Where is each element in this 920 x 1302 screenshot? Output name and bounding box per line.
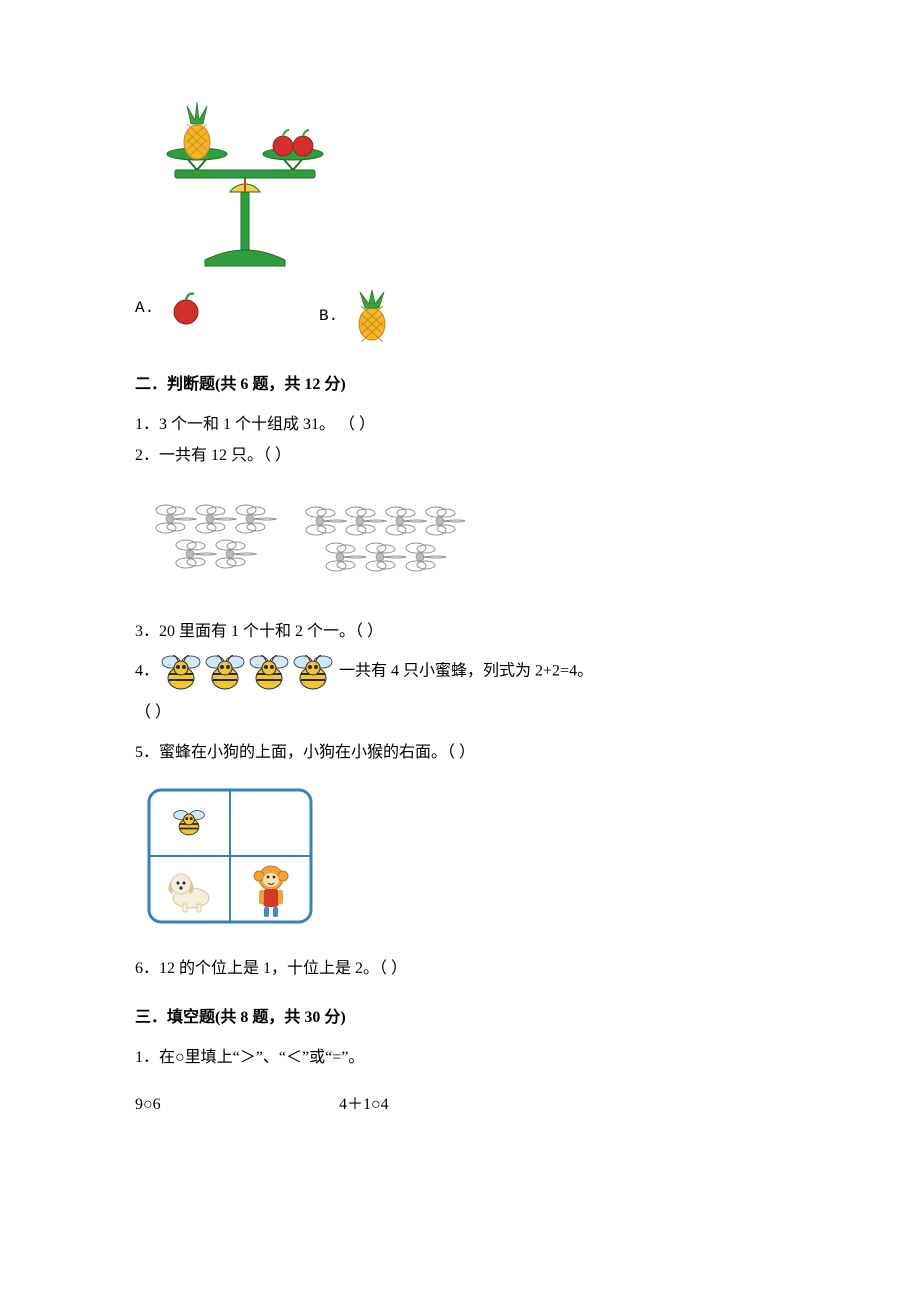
pineapple-icon [354, 290, 390, 342]
grid-figure [145, 786, 315, 926]
option-b-label: B. [319, 307, 338, 325]
s2-q3: 3．20 里面有 1 个十和 2 个一。（ ） [135, 619, 785, 645]
s3-q1: 1．在○里填上“＞”、“＜”或“=”。 [135, 1045, 785, 1071]
s2-q4-prefix: 4． [135, 663, 159, 680]
s2-q1: 1．3 个一和 1 个十组成 31。 （ ） [135, 412, 785, 438]
bees-row [159, 650, 339, 694]
s2-q4: 4． [135, 650, 785, 694]
s2-q2: 2．一共有 12 只。（ ） [135, 443, 785, 469]
option-a: A. [135, 290, 315, 326]
option-a-label: A. [135, 299, 154, 317]
apple-icon [170, 290, 202, 326]
dragonflies-figure [145, 499, 785, 589]
balance-scale-svg [145, 100, 345, 270]
s3-row-b: 4＋1○4 [339, 1092, 389, 1118]
page: A. B. 二．判断题(共 6 题，共 12 分) 1．3 个一和 1 个十组成… [0, 0, 920, 1178]
s3-row: 9○6 4＋1○4 [135, 1092, 785, 1118]
balance-scale-figure [145, 100, 345, 270]
section3-title: 三．填空题(共 8 题，共 30 分) [135, 1005, 785, 1031]
s2-q6: 6．12 的个位上是 1，十位上是 2。（ ） [135, 956, 785, 982]
s2-q4-paren: （ ） [135, 700, 785, 726]
s2-q5: 5．蜜蜂在小狗的上面，小狗在小猴的右面。（ ） [135, 740, 785, 766]
s2-q4-suffix: 一共有 4 只小蜜蜂，列式为 2+2=4。 [339, 663, 593, 680]
option-row: A. B. [135, 290, 785, 342]
s3-row-a: 9○6 [135, 1092, 335, 1118]
option-b: B. [319, 290, 499, 342]
section2-title: 二．判断题(共 6 题，共 12 分) [135, 372, 785, 398]
